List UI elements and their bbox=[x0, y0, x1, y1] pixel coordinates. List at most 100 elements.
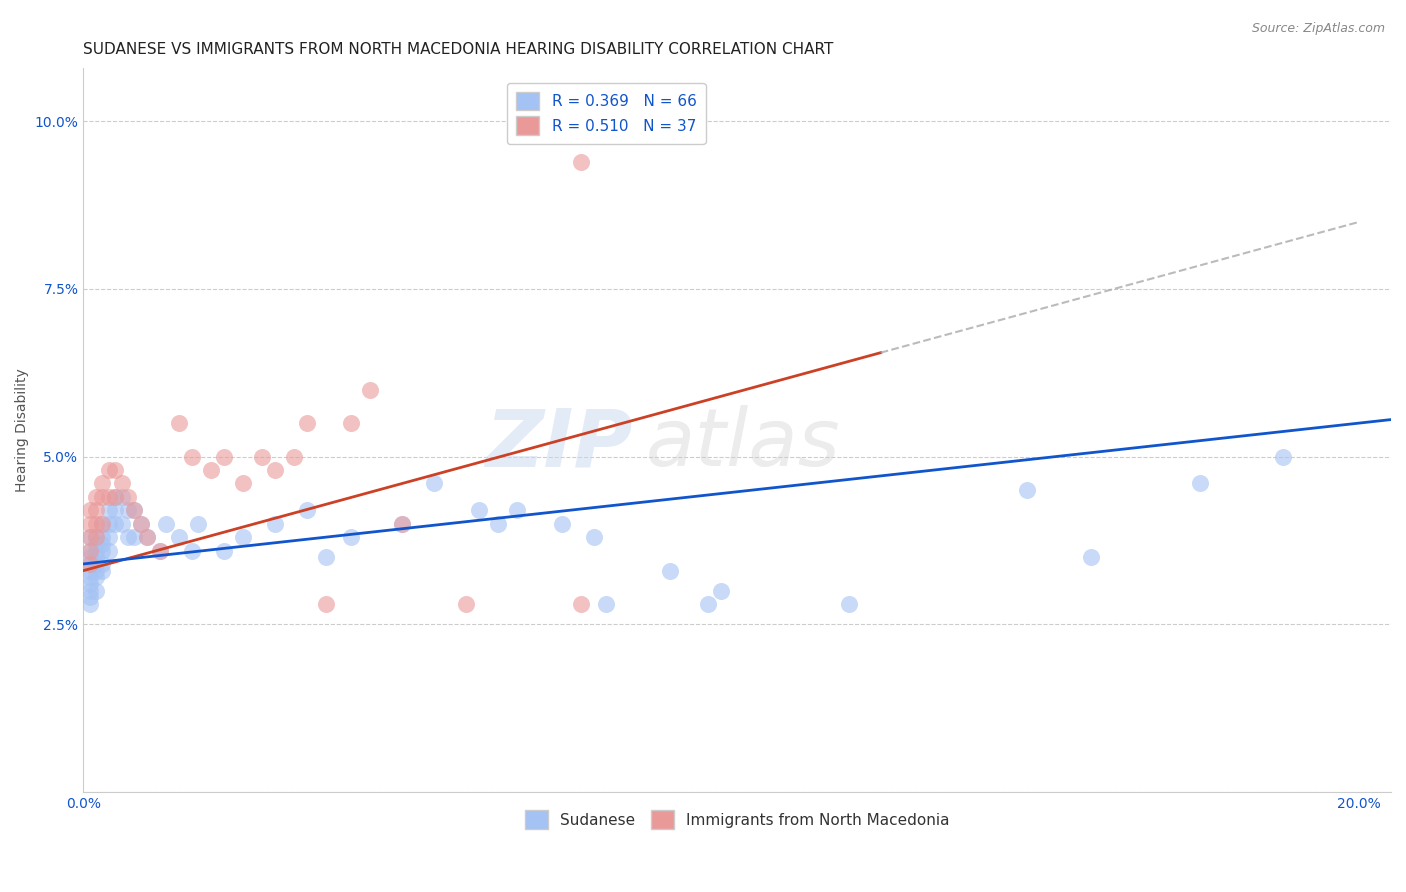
Point bbox=[340, 530, 363, 544]
Point bbox=[149, 543, 172, 558]
Point bbox=[129, 516, 152, 531]
Point bbox=[486, 516, 509, 531]
Point bbox=[315, 597, 337, 611]
Point bbox=[391, 516, 413, 531]
Point bbox=[391, 516, 413, 531]
Point bbox=[187, 516, 209, 531]
Point bbox=[91, 557, 114, 571]
Point bbox=[97, 463, 120, 477]
Point bbox=[91, 564, 114, 578]
Point bbox=[91, 537, 114, 551]
Point bbox=[1271, 450, 1294, 464]
Point bbox=[232, 530, 254, 544]
Point bbox=[91, 476, 114, 491]
Text: Source: ZipAtlas.com: Source: ZipAtlas.com bbox=[1251, 22, 1385, 36]
Point bbox=[110, 516, 132, 531]
Point bbox=[569, 597, 592, 611]
Point bbox=[79, 564, 101, 578]
Point bbox=[232, 476, 254, 491]
Point bbox=[104, 463, 127, 477]
Point bbox=[79, 577, 101, 591]
Point bbox=[91, 543, 114, 558]
Point bbox=[91, 516, 114, 531]
Point bbox=[149, 543, 172, 558]
Point bbox=[710, 583, 733, 598]
Point bbox=[506, 503, 529, 517]
Point bbox=[104, 516, 127, 531]
Point bbox=[180, 450, 202, 464]
Point bbox=[79, 543, 101, 558]
Point bbox=[468, 503, 491, 517]
Y-axis label: Hearing Disability: Hearing Disability bbox=[15, 368, 30, 491]
Point bbox=[79, 503, 101, 517]
Point bbox=[250, 450, 273, 464]
Point bbox=[423, 476, 446, 491]
Point bbox=[84, 503, 107, 517]
Point bbox=[84, 564, 107, 578]
Point bbox=[84, 550, 107, 565]
Point bbox=[104, 490, 127, 504]
Point bbox=[124, 530, 146, 544]
Point bbox=[838, 597, 860, 611]
Point bbox=[91, 516, 114, 531]
Point bbox=[124, 503, 146, 517]
Point bbox=[129, 516, 152, 531]
Point bbox=[97, 503, 120, 517]
Point bbox=[582, 530, 605, 544]
Point bbox=[569, 154, 592, 169]
Point bbox=[117, 503, 139, 517]
Point bbox=[212, 450, 235, 464]
Point bbox=[84, 537, 107, 551]
Text: ZIP: ZIP bbox=[485, 405, 633, 483]
Point bbox=[84, 543, 107, 558]
Point bbox=[79, 557, 101, 571]
Point bbox=[97, 490, 120, 504]
Point bbox=[180, 543, 202, 558]
Point bbox=[84, 583, 107, 598]
Point bbox=[79, 591, 101, 605]
Point bbox=[84, 570, 107, 584]
Point bbox=[263, 463, 285, 477]
Point bbox=[315, 550, 337, 565]
Point bbox=[1188, 476, 1211, 491]
Point bbox=[1017, 483, 1039, 498]
Point bbox=[697, 597, 720, 611]
Point bbox=[91, 490, 114, 504]
Point bbox=[263, 516, 285, 531]
Point bbox=[79, 530, 101, 544]
Point bbox=[79, 583, 101, 598]
Point bbox=[104, 503, 127, 517]
Point bbox=[295, 503, 318, 517]
Point bbox=[295, 416, 318, 430]
Point bbox=[91, 530, 114, 544]
Point bbox=[79, 597, 101, 611]
Point bbox=[104, 490, 127, 504]
Point bbox=[1080, 550, 1102, 565]
Point bbox=[359, 383, 381, 397]
Point bbox=[454, 597, 477, 611]
Point bbox=[84, 490, 107, 504]
Point bbox=[551, 516, 574, 531]
Point bbox=[340, 416, 363, 430]
Point bbox=[79, 557, 101, 571]
Point bbox=[79, 516, 101, 531]
Point bbox=[97, 543, 120, 558]
Point bbox=[110, 490, 132, 504]
Point bbox=[155, 516, 177, 531]
Point bbox=[97, 530, 120, 544]
Point bbox=[79, 550, 101, 565]
Point bbox=[659, 564, 682, 578]
Point bbox=[84, 530, 107, 544]
Point bbox=[97, 516, 120, 531]
Point bbox=[79, 570, 101, 584]
Point bbox=[117, 530, 139, 544]
Point bbox=[167, 530, 190, 544]
Point bbox=[124, 503, 146, 517]
Point bbox=[200, 463, 222, 477]
Point bbox=[84, 516, 107, 531]
Point bbox=[79, 530, 101, 544]
Point bbox=[84, 557, 107, 571]
Point bbox=[117, 490, 139, 504]
Point bbox=[212, 543, 235, 558]
Point bbox=[84, 530, 107, 544]
